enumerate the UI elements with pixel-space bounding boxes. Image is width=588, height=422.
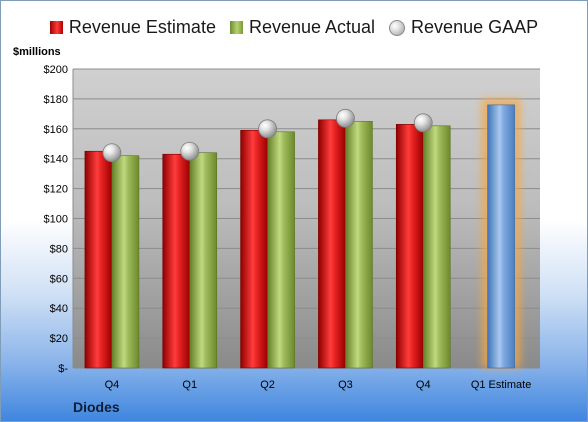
x-tick-label: Q4 xyxy=(416,379,431,391)
gaap-point xyxy=(413,113,433,133)
x-tick-label: Q2 xyxy=(260,379,275,391)
y-tick-label: $20 xyxy=(50,333,68,345)
x-tick-label: Q4 xyxy=(105,379,120,391)
bar-estimate xyxy=(240,129,268,369)
legend-item-gaap: Revenue GAAP xyxy=(389,17,538,38)
x-tick-label: Q1 Estimate xyxy=(471,379,532,391)
y-tick-label: $100 xyxy=(44,214,68,226)
legend-item-actual: Revenue Actual xyxy=(229,17,376,38)
legend-label-actual: Revenue Actual xyxy=(248,17,376,37)
estimate-swatch xyxy=(49,21,63,34)
y-tick-label: $60 xyxy=(50,273,68,285)
gaap-swatch xyxy=(389,19,406,36)
y-tick-label: $- xyxy=(58,363,68,375)
gaap-point xyxy=(258,119,277,139)
y-tick-label: $80 xyxy=(50,243,68,255)
legend-label-estimate: Revenue Estimate xyxy=(68,17,216,37)
gaap-point xyxy=(336,108,355,128)
bar-actual xyxy=(422,125,451,369)
bar-actual xyxy=(345,121,373,369)
bar-forecast xyxy=(487,104,515,369)
legend: Revenue Estimate Revenue Actual Revenue … xyxy=(1,17,587,38)
x-tick-label: Q1 xyxy=(182,379,197,391)
gaap-point xyxy=(180,141,200,161)
y-unit-label: $millions xyxy=(13,46,61,58)
actual-swatch xyxy=(229,21,243,34)
bar-estimate xyxy=(395,124,424,369)
y-tick-label: $180 xyxy=(44,94,68,106)
y-tick-label: $140 xyxy=(44,154,68,166)
x-tick-label: Q3 xyxy=(338,379,353,391)
y-tick-label: $160 xyxy=(44,124,68,136)
bar-actual xyxy=(189,152,218,369)
bar-actual xyxy=(267,131,295,369)
bar-estimate xyxy=(84,150,113,369)
gaap-point xyxy=(102,143,122,163)
bar-estimate xyxy=(162,153,191,369)
legend-label-gaap: Revenue GAAP xyxy=(411,17,539,37)
bar-estimate xyxy=(318,119,346,369)
bar-actual xyxy=(111,155,140,369)
y-tick-label: $40 xyxy=(50,303,68,315)
company-name: Diodes xyxy=(73,399,120,415)
y-tick-label: $120 xyxy=(44,184,68,196)
legend-item-estimate: Revenue Estimate xyxy=(49,17,216,38)
y-tick-label: $200 xyxy=(44,64,68,76)
